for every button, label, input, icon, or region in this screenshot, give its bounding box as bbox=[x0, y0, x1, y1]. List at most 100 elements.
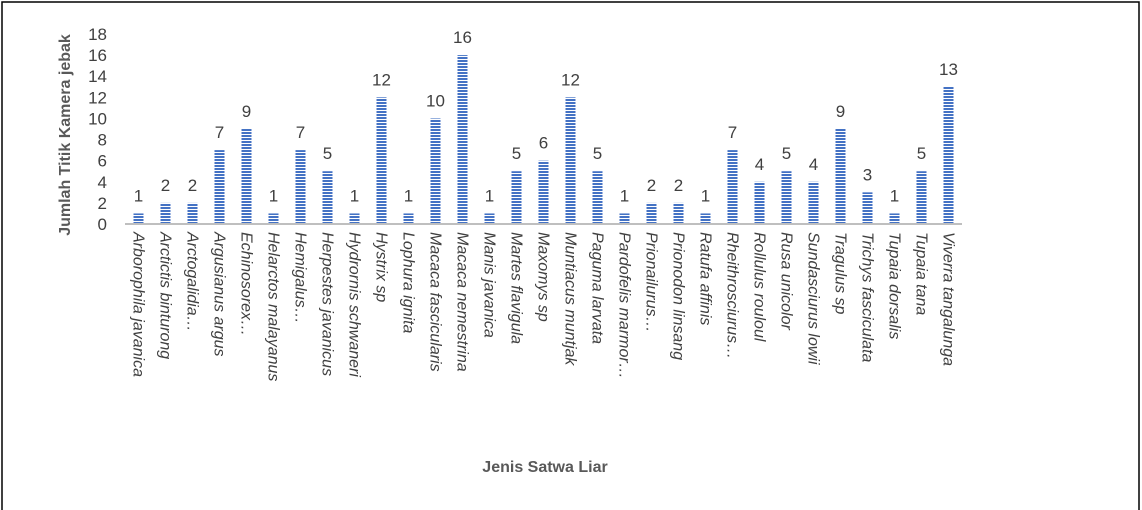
y-tick-label: 2 bbox=[98, 194, 107, 213]
bar bbox=[484, 213, 495, 224]
bar bbox=[781, 171, 792, 224]
bar bbox=[511, 171, 522, 224]
data-label: 1 bbox=[890, 186, 899, 205]
bar bbox=[862, 192, 873, 224]
x-tick-label: Paguma larvata bbox=[589, 232, 606, 344]
bar bbox=[133, 213, 144, 224]
data-label: 6 bbox=[539, 134, 548, 153]
y-tick-label: 8 bbox=[98, 131, 107, 150]
data-label: 1 bbox=[404, 186, 413, 205]
data-label: 12 bbox=[561, 70, 580, 89]
x-tick-label: Pardofelis marmor… bbox=[616, 232, 633, 379]
data-label: 2 bbox=[161, 176, 170, 195]
x-tick-label: Viverra tangalunga bbox=[940, 232, 957, 366]
data-label: 4 bbox=[809, 155, 818, 174]
x-tick-label: Hystrix sp bbox=[373, 232, 390, 302]
bar bbox=[700, 213, 711, 224]
data-label: 2 bbox=[188, 176, 197, 195]
bar bbox=[619, 213, 630, 224]
x-tick-label: Herpestes javanicus bbox=[319, 232, 336, 376]
data-label: 4 bbox=[755, 155, 764, 174]
data-label: 1 bbox=[620, 186, 629, 205]
bar bbox=[376, 97, 387, 224]
x-tick-label: Hemigalus… bbox=[292, 232, 309, 324]
data-label: 1 bbox=[134, 186, 143, 205]
y-tick-label: 6 bbox=[98, 152, 107, 171]
data-label: 2 bbox=[674, 176, 683, 195]
x-tick-label: Macaca nemestrina bbox=[454, 232, 471, 372]
y-tick-label: 12 bbox=[88, 88, 107, 107]
data-label: 7 bbox=[215, 123, 224, 142]
x-tick-label: Argusianus argus bbox=[211, 231, 228, 357]
bar bbox=[214, 150, 225, 224]
x-tick-label: Sundasciurus lowii bbox=[805, 232, 822, 365]
data-label: 5 bbox=[593, 144, 602, 163]
x-tick-label: Hydrornis schwaneri bbox=[346, 232, 363, 377]
bar bbox=[187, 202, 198, 224]
y-tick-label: 10 bbox=[88, 109, 107, 128]
x-tick-label: Arctictis binturong bbox=[157, 231, 174, 359]
data-label: 1 bbox=[485, 186, 494, 205]
bar bbox=[403, 213, 414, 224]
data-label: 7 bbox=[296, 123, 305, 142]
data-label: 2 bbox=[647, 176, 656, 195]
y-tick-label: 14 bbox=[88, 67, 107, 86]
data-label: 1 bbox=[350, 186, 359, 205]
bar bbox=[835, 129, 846, 224]
bar bbox=[241, 129, 252, 224]
x-tick-label: Rheithrosciurus… bbox=[724, 232, 741, 359]
y-tick-label: 18 bbox=[88, 25, 107, 44]
x-tick-label: Prionailurus… bbox=[643, 232, 660, 332]
x-tick-label: Ratufa affinis bbox=[697, 232, 714, 325]
data-label: 16 bbox=[453, 28, 472, 47]
bar bbox=[943, 86, 954, 225]
data-label: 7 bbox=[728, 123, 737, 142]
y-tick-label: 0 bbox=[98, 215, 107, 234]
bar bbox=[538, 160, 549, 224]
bar bbox=[160, 202, 171, 224]
bar bbox=[430, 118, 441, 224]
bar bbox=[889, 213, 900, 224]
data-label: 3 bbox=[863, 165, 872, 184]
x-tick-label: Lophura ignita bbox=[400, 232, 417, 334]
bar bbox=[673, 202, 684, 224]
data-label: 9 bbox=[836, 102, 845, 121]
bar bbox=[457, 55, 468, 224]
data-label: 9 bbox=[242, 102, 251, 121]
data-label: 5 bbox=[323, 144, 332, 163]
data-label: 12 bbox=[372, 70, 391, 89]
x-tick-label: Macaca fascicularis bbox=[427, 232, 444, 372]
bar bbox=[268, 213, 279, 224]
bar bbox=[565, 97, 576, 224]
x-tick-label: Manis javanica bbox=[481, 232, 498, 338]
data-label: 10 bbox=[426, 91, 445, 110]
data-label: 1 bbox=[269, 186, 278, 205]
x-tick-label: Tupaia dorsalis bbox=[886, 232, 903, 339]
data-label: 1 bbox=[701, 186, 710, 205]
x-tick-label: Muntiacus muntjak bbox=[562, 232, 579, 366]
x-tick-label: Helarctos malayanus bbox=[265, 232, 282, 381]
y-tick-label: 4 bbox=[98, 173, 107, 192]
x-tick-label: Tupaia tana bbox=[913, 232, 930, 315]
x-tick-label: Rusa unicolor bbox=[778, 232, 795, 331]
x-axis-title: Jenis Satwa Liar bbox=[482, 459, 607, 476]
data-label: 13 bbox=[939, 60, 958, 79]
bar bbox=[808, 181, 819, 224]
x-tick-label: Tragulus sp bbox=[832, 232, 849, 315]
bar bbox=[349, 213, 360, 224]
bar bbox=[754, 181, 765, 224]
y-tick-label: 16 bbox=[88, 46, 107, 65]
bar bbox=[646, 202, 657, 224]
x-tick-label: Arctogalidia… bbox=[184, 231, 201, 332]
x-tick-label: Echinosorex… bbox=[238, 232, 255, 336]
bar bbox=[592, 171, 603, 224]
data-label: 5 bbox=[782, 144, 791, 163]
bar bbox=[322, 171, 333, 224]
data-label: 5 bbox=[917, 144, 926, 163]
bar bbox=[916, 171, 927, 224]
x-tick-label: Maxomys sp bbox=[535, 232, 552, 322]
bar bbox=[727, 150, 738, 224]
data-label: 5 bbox=[512, 144, 521, 163]
